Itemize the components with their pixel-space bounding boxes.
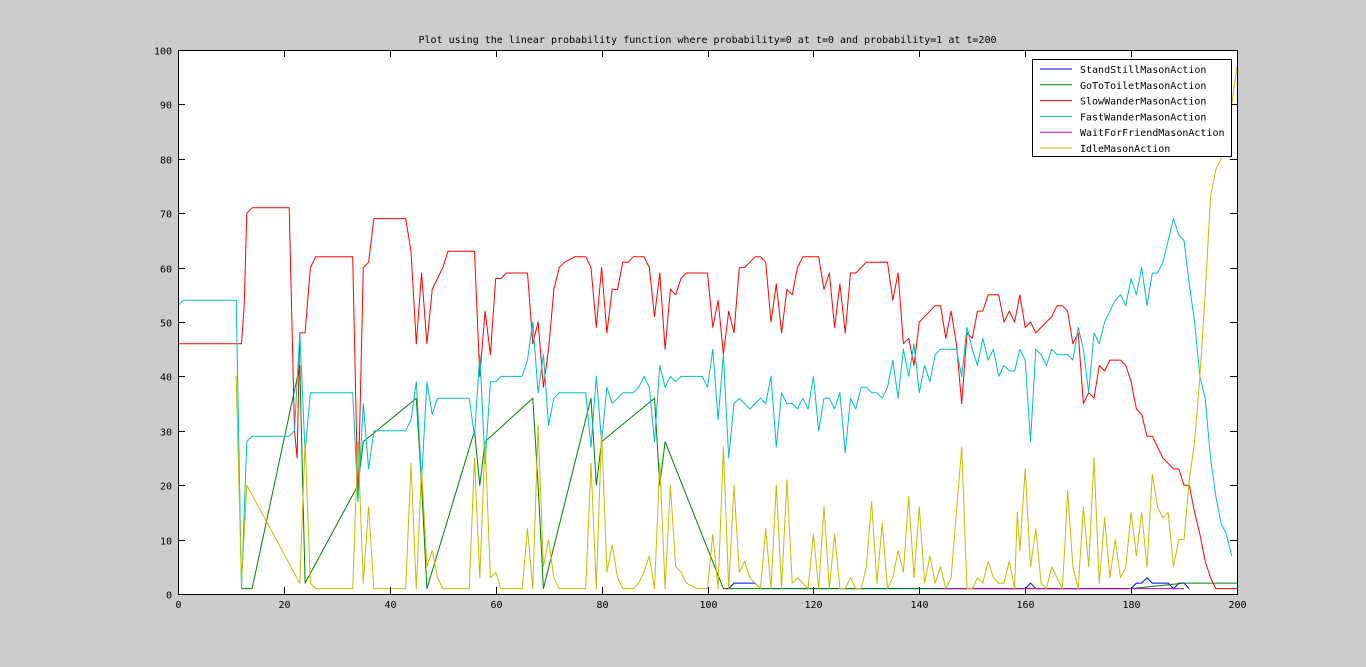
legend-label: SlowWanderMasonAction	[1080, 97, 1206, 108]
x-tick-label: 40	[384, 600, 396, 611]
y-tick-label: 60	[160, 265, 172, 276]
x-tick-label: 120	[804, 600, 822, 611]
y-tick-label: 80	[160, 156, 172, 167]
y-tick-label: 70	[160, 210, 172, 221]
legend-label: FastWanderMasonAction	[1080, 112, 1206, 123]
y-tick-label: 30	[160, 428, 172, 439]
legend-box	[1032, 59, 1232, 157]
y-axis: 0 10 20 30 40 50 60 70 80 90 100	[154, 47, 1237, 602]
y-tick-label: 90	[160, 101, 172, 112]
x-tick-label: 100	[699, 600, 717, 611]
x-tick-label: 140	[910, 600, 928, 611]
x-tick-label: 60	[490, 600, 502, 611]
x-tick-label: 0	[175, 600, 181, 611]
x-axis: 0 20 40 60 80 100 120 140 160 180 200	[175, 50, 1247, 611]
chart-title: Plot using the linear probability functi…	[419, 35, 997, 46]
y-tick-label: 40	[160, 373, 172, 384]
legend-label: WaitForFriendMasonAction	[1080, 128, 1225, 139]
series-line-3	[177, 218, 1233, 590]
legend-label: GoToToiletMasonAction	[1080, 81, 1206, 92]
legend-label: StandStillMasonAction	[1080, 65, 1206, 76]
x-tick-label: 20	[278, 600, 290, 611]
series-line-1	[241, 365, 1237, 590]
legend-label: IdleMasonAction	[1080, 144, 1170, 155]
y-tick-label: 0	[166, 591, 172, 602]
y-tick-label: 10	[160, 537, 172, 548]
x-tick-label: 180	[1122, 600, 1140, 611]
x-tick-label: 80	[596, 600, 608, 611]
y-tick-label: 50	[160, 319, 172, 330]
x-tick-label: 160	[1016, 600, 1034, 611]
y-tick-label: 100	[154, 47, 172, 58]
series-layer	[177, 66, 1238, 590]
y-tick-label: 20	[160, 482, 172, 493]
x-tick-label: 200	[1228, 600, 1246, 611]
series-line-5	[235, 66, 1238, 590]
legend: StandStillMasonAction GoToToiletMasonActi…	[1032, 59, 1232, 157]
